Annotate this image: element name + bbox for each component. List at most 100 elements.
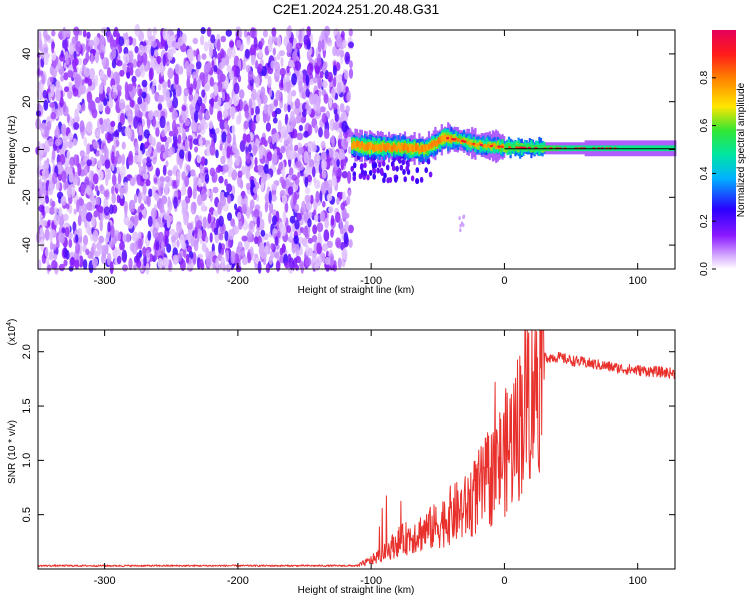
heatmap-cell (287, 253, 292, 264)
heatmap-cell (634, 145, 637, 152)
heatmap-cell (147, 230, 152, 241)
heatmap-cell (192, 251, 197, 265)
heatmap-cell (248, 143, 252, 153)
heatmap-cell (304, 194, 311, 203)
heatmap-cell (342, 39, 347, 49)
spectrogram-heatmap (35, 23, 677, 275)
heatmap-cell (416, 144, 419, 151)
heatmap-cell (219, 143, 223, 151)
heatmap-cell (73, 122, 80, 130)
heatmap-cell (289, 59, 295, 68)
heatmap-cell (65, 226, 70, 238)
heatmap-cell (121, 249, 128, 263)
heatmap-cell (181, 200, 187, 211)
heatmap-cell (237, 211, 242, 220)
heatmap-cell (311, 252, 317, 262)
heatmap-cell (243, 134, 248, 142)
heatmap-cell (131, 242, 138, 255)
heatmap-cell (66, 166, 73, 175)
heatmap-cell (177, 134, 182, 144)
heatmap-cell (302, 84, 307, 94)
heatmap-cell (423, 144, 426, 152)
heatmap-cell (408, 144, 411, 152)
heatmap-cell (102, 74, 109, 81)
heatmap-cell (380, 144, 383, 152)
heatmap-cell (224, 178, 228, 187)
heatmap-cell (41, 74, 46, 85)
colorbar-gradient (712, 30, 736, 269)
heatmap-cell (324, 256, 330, 265)
heatmap-cell (215, 127, 220, 135)
y-tick-label: 20 (21, 96, 33, 108)
heatmap-cell (250, 27, 256, 39)
heatmap-cell (485, 137, 488, 151)
heatmap-cell (76, 199, 80, 213)
heatmap-cell (336, 197, 340, 205)
heatmap-cell (568, 145, 571, 152)
heatmap-cell (258, 49, 263, 59)
heatmap-cell (97, 101, 104, 112)
heatmap-cell (111, 47, 117, 60)
heatmap-cell (109, 204, 114, 215)
heatmap-cell (304, 257, 312, 267)
heatmap-cell (117, 173, 122, 184)
heatmap-cell (111, 192, 116, 204)
heatmap-cell (386, 142, 389, 151)
heatmap-cell (143, 254, 147, 267)
heatmap-cell (116, 166, 121, 175)
heatmap-cell (191, 120, 197, 133)
heatmap-cell (326, 193, 333, 202)
heatmap-cell (294, 60, 302, 71)
heatmap-cell (333, 76, 337, 88)
heatmap-cell (192, 37, 199, 45)
heatmap-cell (217, 69, 224, 83)
heatmap-cell (79, 150, 85, 158)
heatmap-cell (52, 253, 58, 260)
heatmap-cell (193, 78, 197, 90)
heatmap-cell (295, 160, 302, 168)
heatmap-cell (485, 145, 488, 148)
heatmap-cell (263, 103, 269, 115)
heatmap-cell (252, 144, 257, 156)
heatmap-cell (151, 207, 157, 219)
heatmap-cell (437, 137, 440, 145)
heatmap-cell (201, 89, 206, 98)
heatmap-cell (248, 98, 253, 110)
heatmap-cell (152, 78, 157, 87)
heatmap-cell (253, 208, 260, 218)
heatmap-cell (116, 60, 123, 67)
heatmap-cell (209, 167, 216, 177)
heatmap-cell (87, 78, 93, 87)
heatmap-cell (320, 151, 327, 162)
heatmap-cell (383, 143, 386, 151)
heatmap-cell (176, 27, 181, 40)
heatmap-cell (419, 145, 423, 152)
heatmap-cell (229, 40, 235, 48)
heatmap-cell (317, 76, 322, 90)
heatmap-cell (65, 249, 70, 260)
heatmap-cell (274, 70, 280, 77)
heatmap-cell (190, 236, 195, 247)
heatmap-cell (289, 229, 293, 241)
heatmap-cell (215, 166, 221, 173)
heatmap-cell (399, 144, 402, 153)
heatmap-cell (270, 243, 275, 250)
heatmap-cell (155, 127, 160, 137)
heatmap-cell (344, 212, 350, 219)
heatmap-cell (159, 221, 164, 228)
heatmap-cell (340, 202, 346, 211)
heatmap-cell (249, 199, 255, 209)
heatmap-cell (314, 214, 319, 222)
heatmap-cell (646, 145, 649, 152)
heatmap-cell (69, 257, 76, 268)
heatmap-cell (231, 169, 238, 181)
heatmap-cell (119, 102, 126, 110)
heatmap-cell (348, 68, 354, 79)
heatmap-cell (311, 143, 317, 153)
heatmap-cell (164, 124, 168, 135)
heatmap-cell (77, 215, 82, 227)
heatmap-cell (294, 243, 300, 253)
heatmap-cell (213, 83, 219, 96)
heatmap-cell (160, 65, 165, 77)
